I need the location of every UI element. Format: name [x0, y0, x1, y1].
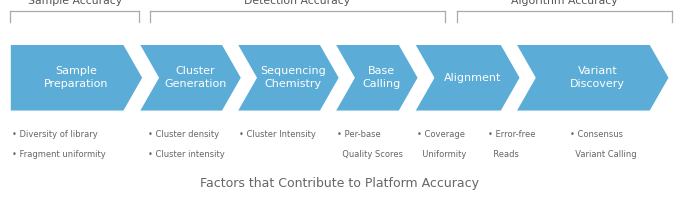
- Text: Uniformity: Uniformity: [417, 150, 466, 160]
- Polygon shape: [516, 44, 669, 111]
- Text: Sample
Preparation: Sample Preparation: [44, 66, 109, 89]
- Text: • Consensus: • Consensus: [570, 130, 623, 139]
- Text: • Per-base: • Per-base: [337, 130, 381, 139]
- Polygon shape: [10, 44, 143, 111]
- Polygon shape: [415, 44, 520, 111]
- Text: Quality Scores: Quality Scores: [337, 150, 403, 160]
- Text: • Cluster intensity: • Cluster intensity: [148, 150, 225, 160]
- Polygon shape: [237, 44, 339, 111]
- Text: Sample Accuracy: Sample Accuracy: [28, 0, 122, 6]
- Text: Variant Calling: Variant Calling: [570, 150, 636, 160]
- Text: Variant
Discovery: Variant Discovery: [570, 66, 625, 89]
- Text: Sequencing
Chemistry: Sequencing Chemistry: [260, 66, 326, 89]
- Text: Alignment: Alignment: [443, 73, 501, 83]
- Text: • Cluster density: • Cluster density: [148, 130, 220, 139]
- Text: Detection Accuracy: Detection Accuracy: [244, 0, 351, 6]
- Text: • Coverage: • Coverage: [417, 130, 465, 139]
- Text: • Cluster Intensity: • Cluster Intensity: [239, 130, 316, 139]
- Text: Reads: Reads: [488, 150, 519, 160]
- Polygon shape: [335, 44, 418, 111]
- Text: Algorithm Accuracy: Algorithm Accuracy: [511, 0, 617, 6]
- Polygon shape: [139, 44, 241, 111]
- Text: Cluster
Generation: Cluster Generation: [164, 66, 226, 89]
- Text: Base
Calling: Base Calling: [362, 66, 401, 89]
- Text: • Error-free: • Error-free: [488, 130, 536, 139]
- Text: • Diversity of library: • Diversity of library: [12, 130, 98, 139]
- Text: • Fragment uniformity: • Fragment uniformity: [12, 150, 106, 160]
- Text: Factors that Contribute to Platform Accuracy: Factors that Contribute to Platform Accu…: [201, 177, 479, 190]
